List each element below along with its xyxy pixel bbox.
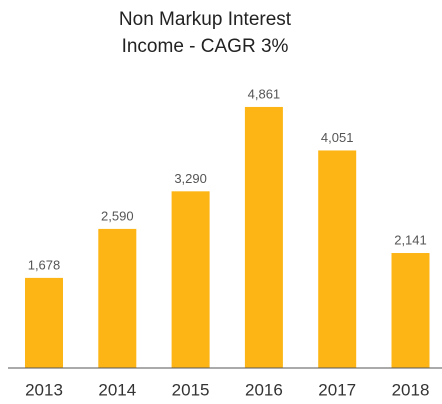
value-label: 4,861 [248, 86, 281, 101]
value-label: 3,290 [174, 171, 207, 186]
x-tick-label: 2015 [172, 380, 210, 399]
bar [244, 106, 283, 369]
value-label: 2,590 [101, 208, 134, 223]
x-tick-label: 2013 [25, 380, 63, 399]
x-tick-label: 2017 [318, 380, 356, 399]
bar [98, 228, 137, 368]
value-label: 2,141 [394, 232, 427, 247]
bar [171, 191, 210, 368]
x-tick-label: 2016 [245, 380, 283, 399]
bar [391, 253, 430, 368]
value-label: 4,051 [321, 130, 354, 145]
x-tick-label: 2018 [392, 380, 430, 399]
x-tick-label: 2014 [98, 380, 136, 399]
value-label: 1,678 [28, 257, 61, 272]
chart-title: Non Markup Interest Income - CAGR 3% [118, 9, 292, 57]
bar [318, 150, 357, 368]
bar [25, 277, 63, 368]
